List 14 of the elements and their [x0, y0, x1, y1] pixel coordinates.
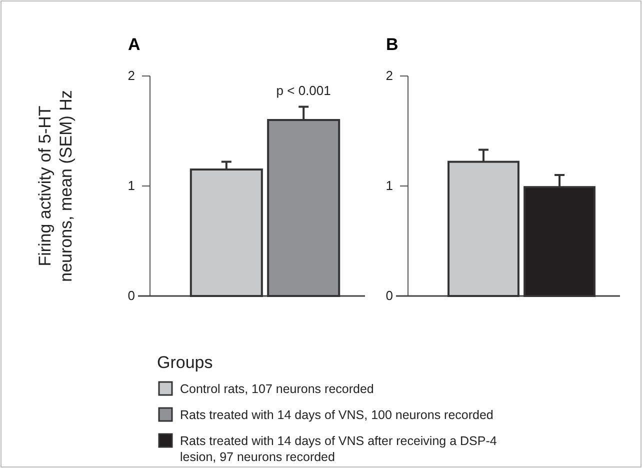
y-axis-title: Firing activity of 5-HT neurons, mean (SEM) Hz	[36, 90, 76, 282]
annotation: p < 0.001	[276, 82, 331, 98]
chart-title: A	[128, 35, 140, 54]
legend-label: Rats treated with 14 days of VNS, 100 neurons recorded	[180, 408, 494, 422]
legend-title: Groups	[157, 353, 213, 372]
y-tick-label: 1	[128, 178, 135, 194]
y-tick-label: 1	[386, 178, 393, 194]
chart-title: B	[386, 35, 398, 54]
legend-label: Rats treated with 14 days of VNS after receiving a DSP-4 lesion, 97 neurons recorded	[180, 434, 497, 464]
y-tick-label: 0	[386, 288, 393, 304]
y-tick-label: 2	[386, 68, 393, 84]
y-tick-label: 0	[128, 288, 135, 304]
y-tick-label: 2	[128, 68, 135, 84]
legend-label: Control rats, 107 neurons recorded	[180, 382, 374, 396]
